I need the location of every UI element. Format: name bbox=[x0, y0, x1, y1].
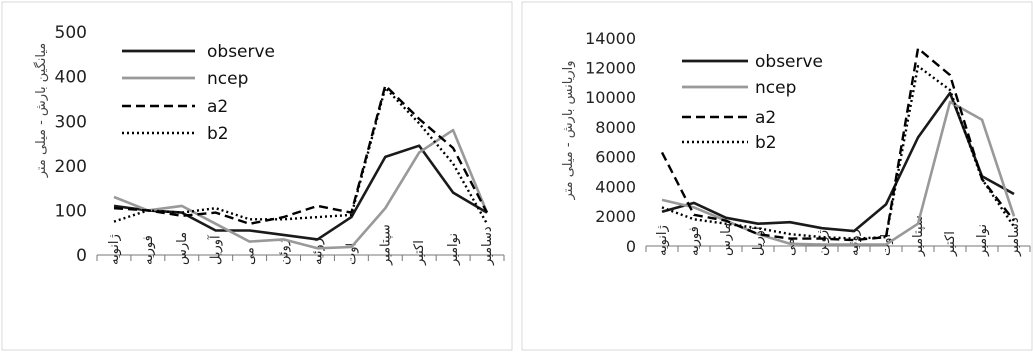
series-layer bbox=[660, 47, 1016, 246]
x-tick-label: ژانویه bbox=[655, 225, 670, 256]
x-tick-label: آوریل bbox=[207, 234, 224, 265]
legend-label-ncep: ncep bbox=[207, 69, 248, 89]
x-tick-label: اکتبر bbox=[943, 231, 958, 257]
legend: observe ncep a2 b2 bbox=[682, 52, 823, 153]
legend-label-a2: a2 bbox=[207, 97, 228, 117]
y-tick-label: 0 bbox=[626, 237, 636, 256]
series-line-b2 bbox=[113, 86, 489, 225]
series-layer bbox=[113, 84, 489, 250]
x-tick-label: آوریل bbox=[749, 225, 766, 256]
legend: observe ncep a2 b2 bbox=[122, 42, 275, 144]
x-tick-label: ژوئیه bbox=[310, 238, 325, 265]
legend-label-observe: observe bbox=[755, 52, 823, 72]
y-tick-label: 4000 bbox=[595, 177, 636, 196]
y-axis-label-group: واریانس بارش - میلی متر bbox=[561, 61, 576, 201]
x-tick-label: می bbox=[783, 238, 798, 256]
y-axis-label: واریانس بارش - میلی متر bbox=[561, 61, 576, 201]
y-axis-label: میانگین بارش - میلی متر bbox=[33, 43, 49, 179]
y-tick-label: 200 bbox=[55, 157, 87, 177]
x-tick-label: دسامبر bbox=[480, 226, 495, 266]
legend-label-b2: b2 bbox=[755, 133, 777, 153]
x-tick-label: ژانویه bbox=[107, 234, 122, 265]
series-line-ncep bbox=[661, 100, 1016, 246]
y-tick-label: 300 bbox=[55, 112, 87, 132]
x-tick-label: دسامبر bbox=[1007, 217, 1022, 257]
legend-label-observe: observe bbox=[207, 42, 275, 62]
x-tick-label: اکتبر bbox=[412, 240, 427, 266]
x-tick-label: فوریه bbox=[687, 226, 702, 256]
y-axis-label-group: میانگین بارش - میلی متر bbox=[33, 43, 49, 179]
y-tick-label: 100 bbox=[55, 202, 87, 222]
x-tick-label: ژوئن bbox=[815, 230, 830, 256]
chart-panel bbox=[1, 1, 513, 351]
x-tick-label: نوامبر bbox=[446, 233, 461, 266]
legend-label-ncep: ncep bbox=[755, 78, 796, 98]
series-line-a2 bbox=[660, 47, 1015, 242]
mean-precipitation-chart: میانگین بارش - میلی متر 0 100 200 300 400 500… bbox=[1, 1, 513, 351]
chart-panel bbox=[521, 1, 1033, 351]
x-tick-label: مارس bbox=[175, 232, 190, 265]
y-tick-label: 10000 bbox=[585, 88, 636, 107]
y-tick-label: 500 bbox=[55, 23, 87, 43]
x-tick-label: سپتامبر bbox=[378, 224, 393, 266]
series-line-b2 bbox=[661, 64, 1015, 240]
series-line-a2 bbox=[113, 84, 489, 226]
y-tick-label: 8000 bbox=[595, 118, 636, 137]
y-tick-label: 12000 bbox=[585, 58, 636, 77]
x-tick-label: نوامبر bbox=[975, 224, 990, 257]
precipitation-variance-chart: واریانس بارش - میلی متر 0 2000 4000 6000 800… bbox=[521, 1, 1033, 351]
x-tick-label: فوریه bbox=[141, 235, 156, 265]
series-line-observe bbox=[661, 91, 1015, 233]
axes: 0 100 200 300 400 500 ژانویه فوریه مارس آوریل می ژو… bbox=[55, 23, 505, 266]
legend-label-b2: b2 bbox=[207, 124, 229, 144]
y-tick-label: 0 bbox=[76, 246, 87, 266]
x-tick-label: ژوئیه bbox=[847, 229, 862, 256]
y-tick-label: 6000 bbox=[595, 148, 636, 167]
x-tick-label: مارس bbox=[719, 223, 734, 256]
x-tick-label: ژوئن bbox=[277, 239, 292, 265]
x-tick-label: می bbox=[243, 247, 258, 265]
series-line-ncep bbox=[113, 128, 489, 250]
y-tick-label: 400 bbox=[55, 68, 87, 88]
y-tick-label: 2000 bbox=[595, 207, 636, 226]
series-line-observe bbox=[113, 144, 488, 241]
y-tick-label: 14000 bbox=[585, 29, 636, 48]
legend-label-a2: a2 bbox=[755, 108, 776, 128]
